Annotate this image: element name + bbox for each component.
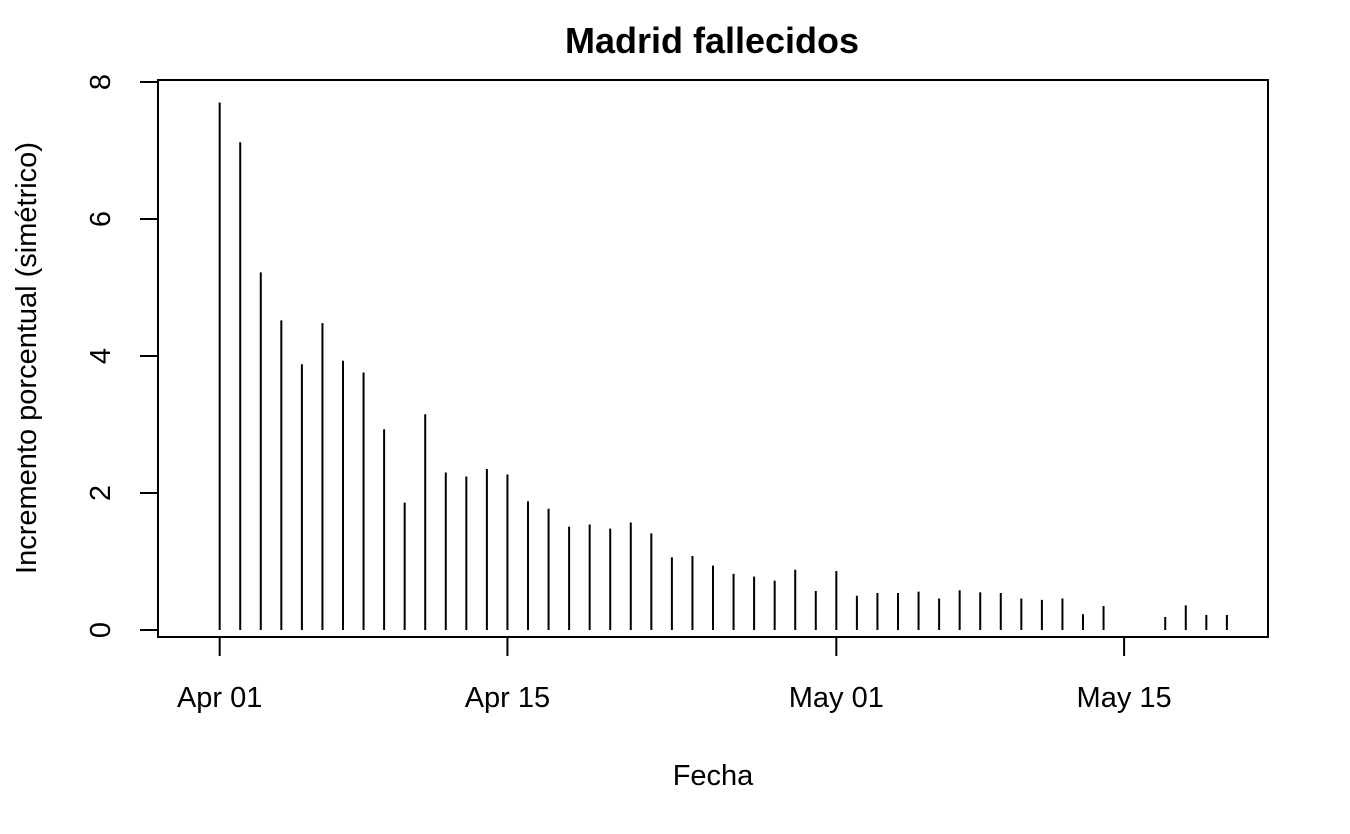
y-axis: 0 2 4 6 8 — [85, 74, 159, 638]
x-tick-label: May 15 — [1077, 682, 1172, 714]
data-spikes — [218, 102, 1228, 630]
x-axis: Apr 01 Apr 15 May 01 May 15 — [177, 636, 1172, 714]
y-tick-label: 6 — [85, 211, 117, 227]
plot-frame — [157, 79, 1269, 638]
chart-title: Madrid fallecidos — [565, 20, 859, 61]
y-tick-label: 0 — [85, 622, 117, 638]
x-tick-label: May 01 — [789, 682, 884, 714]
x-axis-label: Fecha — [673, 760, 754, 792]
x-tick-label: Apr 15 — [465, 682, 550, 714]
y-tick-label: 4 — [85, 348, 117, 364]
y-axis-label: Incremento porcentual (simétrico) — [11, 142, 43, 574]
y-tick-label: 8 — [85, 74, 117, 90]
y-tick-label: 2 — [85, 485, 117, 501]
x-tick-label: Apr 01 — [177, 682, 262, 714]
